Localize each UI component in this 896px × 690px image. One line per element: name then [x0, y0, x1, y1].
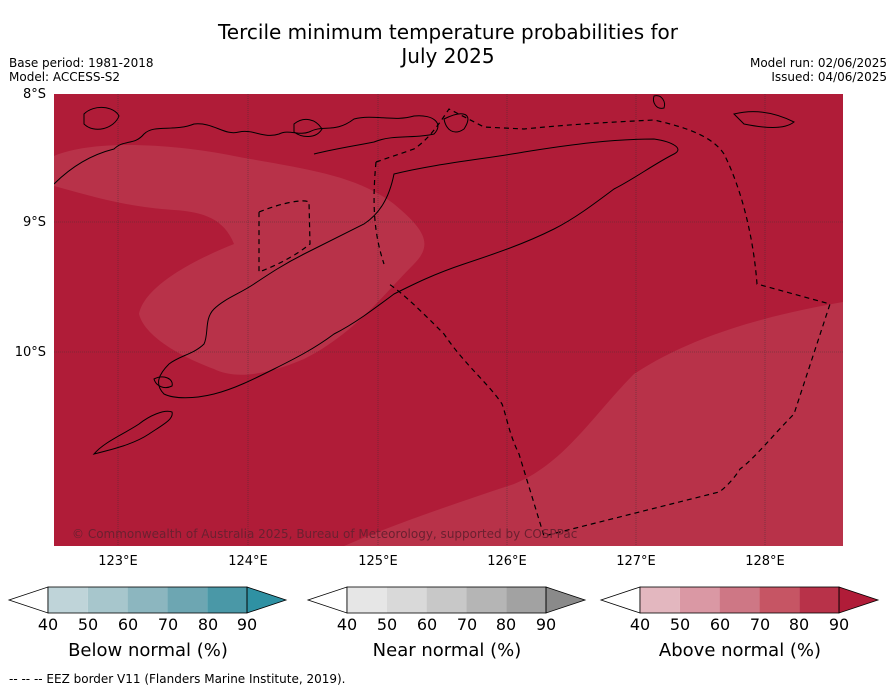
- babar-coast: [733, 111, 795, 128]
- eez-footnote: -- -- -- EEZ border V11 (Flanders Marine…: [9, 672, 346, 686]
- colorbar-above-segment: [799, 587, 839, 613]
- eez-border-north-link: [373, 161, 385, 265]
- island-coast: [83, 107, 120, 130]
- model-name: Model: ACCESS-S2: [9, 70, 121, 84]
- lon-label-128e: 128°E: [745, 554, 785, 569]
- colorbar-near-label: Near normal (%): [372, 640, 522, 661]
- tick-above-60: 60: [709, 615, 731, 634]
- lon-label-126e: 126°E: [487, 554, 527, 569]
- colorbar-above-outline: [639, 586, 840, 614]
- colorbar-below-segment: [127, 587, 168, 613]
- tick-near-50: 50: [376, 615, 398, 634]
- above-normal-80-region-southeast: [344, 302, 843, 546]
- issued-date: Issued: 04/06/2025: [771, 70, 887, 84]
- colorbar-below-segment: [48, 587, 88, 613]
- lon-label-127e: 127°E: [616, 554, 656, 569]
- wetar-islet-coast: [653, 95, 665, 109]
- tick-below-80: 80: [197, 615, 219, 634]
- colorbar-below-outline: [47, 586, 248, 614]
- colorbar-above-segment: [759, 587, 800, 613]
- tick-above-80: 80: [788, 615, 810, 634]
- atauro-coast: [443, 113, 469, 133]
- above-normal-80-region-west: [54, 145, 425, 375]
- lon-label-124e: 124°E: [228, 554, 268, 569]
- colorbar-above-segment: [640, 587, 680, 613]
- lon-label-123e: 123°E: [98, 554, 138, 569]
- graticule: [54, 94, 843, 546]
- colorbar-near-low-extend: [306, 586, 348, 614]
- colorbar-near-segment: [506, 587, 546, 613]
- colorbar-near-segment: [466, 587, 507, 613]
- copyright-note: © Commonwealth of Australia 2025, Bureau…: [72, 527, 577, 541]
- tick-above-90: 90: [828, 615, 850, 634]
- colorbar-above-segment: [719, 587, 760, 613]
- lat-label-9s: 9°S: [22, 215, 46, 230]
- eez-border-oecusse: [258, 200, 311, 273]
- title-line-1: Tercile minimum temperature probabilitie…: [217, 20, 679, 44]
- colorbar-near-segment: [386, 587, 427, 613]
- tick-below-70: 70: [157, 615, 179, 634]
- colorbar-below-segment: [167, 587, 208, 613]
- map-title: Tercile minimum temperature probabilitie…: [0, 20, 896, 68]
- tick-near-70: 70: [456, 615, 478, 634]
- lat-label-10s: 10°S: [14, 345, 46, 360]
- colorbars: [7, 586, 880, 614]
- colorbar-near-segment: [347, 587, 387, 613]
- lat-label-8s: 8°S: [22, 87, 46, 102]
- title-line-2: July 2025: [401, 44, 495, 68]
- flores-alor-coast: [54, 115, 439, 185]
- probability-map: © Commonwealth of Australia 2025, Bureau…: [54, 94, 843, 546]
- tick-above-50: 50: [669, 615, 691, 634]
- tick-near-40: 40: [336, 615, 358, 634]
- tick-above-40: 40: [629, 615, 651, 634]
- colorbar-above: [599, 586, 880, 614]
- base-period: Base period: 1981-2018: [9, 56, 154, 70]
- colorbar-near-outline: [346, 586, 547, 614]
- semau-coast: [153, 376, 173, 389]
- lon-label-125e: 125°E: [358, 554, 398, 569]
- colorbar-below-label: Below normal (%): [68, 640, 228, 661]
- colorbar-near-high-extend: [545, 586, 587, 614]
- island-coast-2: [293, 118, 323, 137]
- model-run: Model run: 02/06/2025: [749, 56, 887, 70]
- tick-below-60: 60: [117, 615, 139, 634]
- tick-near-80: 80: [495, 615, 517, 634]
- colorbar-above-high-extend: [838, 586, 880, 614]
- tick-below-40: 40: [37, 615, 59, 634]
- colorbar-above-segment: [679, 587, 720, 613]
- colorbar-near: [306, 586, 587, 614]
- tick-below-90: 90: [236, 615, 258, 634]
- tick-above-70: 70: [749, 615, 771, 634]
- timor-coast: [158, 138, 679, 399]
- colorbar-below-segment: [87, 587, 128, 613]
- colorbar-below-segment: [207, 587, 247, 613]
- tick-near-90: 90: [535, 615, 557, 634]
- colorbar-below-low-extend: [7, 586, 49, 614]
- colorbar-above-label: Above normal (%): [658, 640, 822, 661]
- metadata-left: Base period: 1981-2018 Model: ACCESS-S2: [9, 56, 154, 84]
- eez-border-timor-leste: [375, 108, 831, 537]
- colorbar-near-segment: [426, 587, 467, 613]
- colorbar-above-low-extend: [599, 586, 641, 614]
- tick-below-50: 50: [77, 615, 99, 634]
- colorbar-below-high-extend: [246, 586, 288, 614]
- metadata-right: Model run: 02/06/2025 Issued: 04/06/2025: [750, 56, 887, 84]
- coastlines: [54, 95, 795, 455]
- rote-coast: [92, 410, 173, 455]
- colorbar-below: [7, 586, 288, 614]
- tick-near-60: 60: [416, 615, 438, 634]
